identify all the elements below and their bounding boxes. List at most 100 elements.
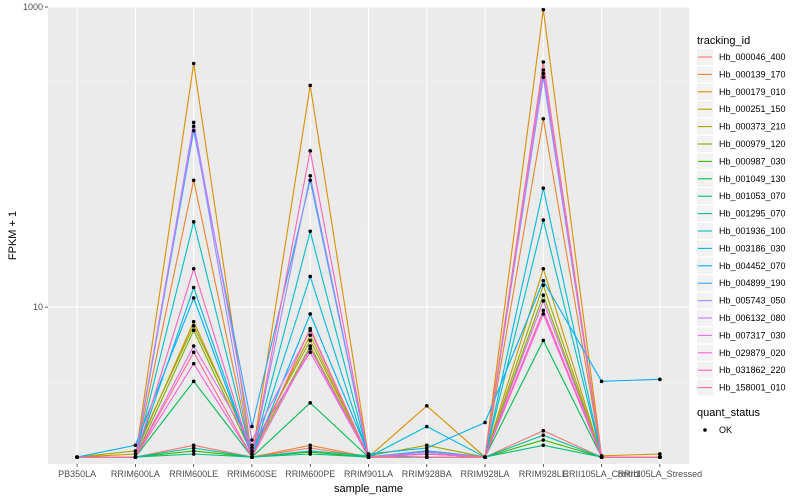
data-point xyxy=(424,443,429,448)
legend-label: Hb_007317_030 xyxy=(719,330,786,340)
data-point xyxy=(541,443,546,448)
data-point xyxy=(191,328,196,333)
x-tick-label: RRIM600LE xyxy=(169,469,218,479)
data-point xyxy=(424,455,429,459)
data-point xyxy=(366,452,371,456)
data-point xyxy=(250,452,254,456)
data-point xyxy=(191,124,196,129)
series-points xyxy=(75,7,662,459)
data-point xyxy=(75,455,79,459)
data-point xyxy=(191,120,196,125)
data-point xyxy=(308,333,313,337)
data-point xyxy=(541,433,546,438)
x-tick-label: RRIM928LE xyxy=(519,469,568,479)
x-tick-label: RRII105LA_Control xyxy=(563,469,641,479)
legend-label: Hb_000139_170 xyxy=(719,69,786,79)
data-point xyxy=(308,312,313,316)
legend-label: Hb_000979_120 xyxy=(719,139,786,149)
legend2-title: quant_status xyxy=(697,407,760,419)
data-point xyxy=(541,266,546,271)
data-point xyxy=(308,326,313,331)
data-point xyxy=(308,350,313,355)
data-point xyxy=(133,443,138,448)
legend-label: Hb_003186_030 xyxy=(719,243,786,253)
data-point xyxy=(541,75,546,80)
legend-label: Hb_000046_400 xyxy=(719,52,786,62)
data-point xyxy=(483,455,487,459)
data-point xyxy=(191,266,196,271)
x-axis-title: sample_name xyxy=(334,483,403,495)
legend2-label: OK xyxy=(719,425,732,435)
legend-label: Hb_000251_150 xyxy=(719,104,786,114)
data-point xyxy=(191,449,196,453)
legend-label: Hb_005743_050 xyxy=(719,296,786,306)
data-point xyxy=(541,312,546,316)
legend-label: Hb_001049_130 xyxy=(719,174,786,184)
data-point xyxy=(308,173,313,178)
data-point xyxy=(308,274,313,279)
legend2-point-key xyxy=(703,428,707,432)
data-point xyxy=(541,299,546,303)
data-point xyxy=(541,68,546,72)
legend-title: tracking_id xyxy=(697,35,750,47)
data-point xyxy=(424,452,429,456)
data-point xyxy=(541,338,546,343)
data-point xyxy=(424,403,429,408)
x-tick-label: RRIM901LA xyxy=(344,469,393,479)
legend-label: Hb_158001_010 xyxy=(719,383,786,393)
y-tick-label: 10 xyxy=(33,302,43,312)
data-point xyxy=(658,377,662,382)
data-point xyxy=(191,220,196,224)
legend-label: Hb_031862_220 xyxy=(719,365,786,375)
y-tick-label: 1000 xyxy=(23,2,43,12)
data-point xyxy=(541,218,546,222)
data-point xyxy=(541,186,546,190)
data-point xyxy=(541,71,546,76)
data-point xyxy=(541,283,546,287)
data-point xyxy=(191,128,196,133)
data-point xyxy=(541,428,546,433)
data-point xyxy=(191,324,196,328)
data-point xyxy=(308,149,313,153)
legend-label: Hb_004899_190 xyxy=(719,278,786,288)
data-point xyxy=(250,449,254,453)
data-point xyxy=(541,293,546,298)
data-point xyxy=(308,443,313,448)
legend-label: Hb_000179_010 xyxy=(719,87,786,97)
data-point xyxy=(308,449,313,453)
data-point xyxy=(541,308,546,313)
legend-label: Hb_000373_210 xyxy=(719,122,786,132)
x-tick-label: PB350LA xyxy=(58,469,96,479)
data-point xyxy=(308,178,313,183)
data-point xyxy=(191,296,196,300)
x-tick-label: RRIM928BA xyxy=(402,469,452,479)
data-point xyxy=(541,7,546,12)
data-point xyxy=(424,446,429,450)
data-point xyxy=(250,443,254,448)
data-point xyxy=(308,346,313,351)
legend-label: Hb_001053_070 xyxy=(719,191,786,201)
grid xyxy=(48,6,689,464)
data-point xyxy=(250,424,254,429)
y-axis: 10 1000 xyxy=(23,2,48,312)
x-tick-label: RRIM600LA xyxy=(111,469,160,479)
x-tick-label: RRII105LA_Stressed xyxy=(618,469,703,479)
data-point xyxy=(191,443,196,448)
data-point xyxy=(308,446,313,450)
data-point xyxy=(191,350,196,355)
data-point xyxy=(250,446,254,450)
data-point xyxy=(599,455,604,459)
x-tick-label: RRIM928LA xyxy=(461,469,510,479)
legend-label: Hb_004452_070 xyxy=(719,261,786,271)
data-point xyxy=(133,449,138,453)
data-point xyxy=(191,446,196,450)
data-point xyxy=(133,452,138,456)
legend: tracking_id Hb_000046_400 Hb_000139_170 Hb… xyxy=(697,35,786,435)
x-tick-label: RRIM600SE xyxy=(227,469,277,479)
data-point xyxy=(191,344,196,348)
legend-label: Hb_001295_070 xyxy=(719,209,786,219)
data-point xyxy=(308,229,313,234)
data-point xyxy=(599,379,604,384)
data-point xyxy=(308,338,313,343)
